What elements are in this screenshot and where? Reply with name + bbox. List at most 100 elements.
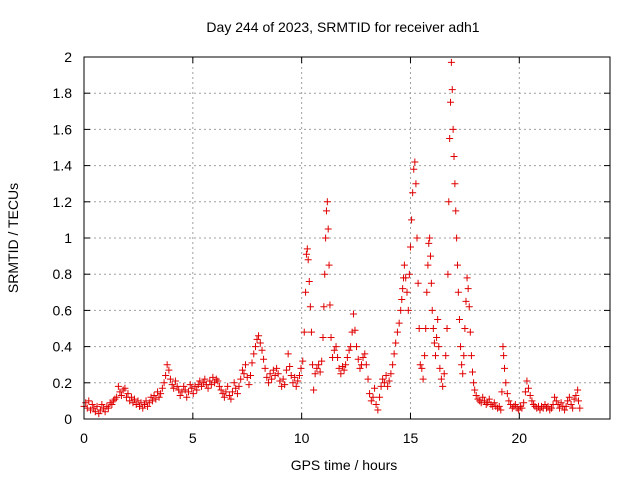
data-point: [470, 379, 478, 387]
data-point: [533, 404, 541, 412]
data-point: [564, 397, 572, 405]
data-point: [207, 381, 215, 389]
data-point: [404, 306, 412, 314]
data-point: [152, 395, 160, 403]
data-point: [390, 350, 398, 358]
data-point: [447, 58, 455, 66]
y-axis-label: SRMTID / TECUs: [5, 183, 21, 293]
data-point: [95, 410, 103, 418]
data-point: [130, 395, 138, 403]
data-point: [395, 319, 403, 327]
data-point: [451, 180, 459, 188]
data-point: [541, 401, 549, 409]
data-point: [434, 315, 442, 323]
data-point: [424, 261, 432, 269]
data-point: [572, 391, 580, 399]
data-point: [490, 399, 498, 407]
chart-title: Day 244 of 2023, SRMTID for receiver adh…: [206, 19, 479, 35]
data-point: [230, 379, 238, 387]
data-point: [500, 352, 508, 360]
data-point: [155, 393, 163, 401]
data-point: [526, 391, 534, 399]
data-point: [538, 402, 546, 410]
data-point: [562, 402, 570, 410]
data-point: [139, 404, 147, 412]
x-tick-label: 0: [80, 430, 88, 446]
data-point: [422, 325, 430, 332]
data-point: [433, 334, 441, 342]
data-point: [211, 379, 219, 387]
data-point: [286, 363, 294, 371]
data-point: [413, 234, 421, 242]
data-point: [313, 364, 321, 372]
data-point: [364, 375, 372, 383]
data-point: [351, 326, 359, 334]
data-point: [453, 234, 461, 242]
data-point: [265, 379, 273, 387]
data-point: [436, 364, 444, 372]
data-point: [469, 368, 477, 376]
data-point: [199, 379, 207, 387]
data-point: [186, 381, 194, 389]
data-point: [93, 402, 101, 410]
y-tick-label: 0: [64, 411, 72, 427]
data-point: [136, 402, 144, 410]
data-point: [209, 373, 217, 381]
data-point: [325, 261, 333, 269]
data-point: [90, 404, 98, 412]
data-point: [299, 357, 307, 365]
data-point: [273, 364, 281, 372]
data-point: [91, 408, 99, 416]
data-point: [255, 332, 263, 340]
data-point: [427, 279, 435, 287]
data-point: [241, 361, 249, 369]
data-point: [232, 384, 240, 392]
data-point: [157, 390, 165, 398]
data-point: [165, 366, 173, 374]
data-point: [369, 393, 377, 401]
data-point: [119, 386, 127, 394]
y-tick-label: 1.2: [53, 194, 73, 210]
data-point: [498, 388, 506, 396]
data-point: [191, 382, 199, 390]
data-point: [183, 393, 191, 401]
data-point: [217, 386, 225, 394]
data-point: [113, 393, 121, 401]
data-point: [306, 303, 314, 311]
data-point: [291, 373, 299, 381]
data-point: [494, 404, 502, 412]
data-point: [546, 406, 554, 414]
x-tick-label: 10: [294, 430, 310, 446]
data-point: [201, 375, 209, 383]
data-point: [432, 352, 440, 360]
data-point: [171, 377, 179, 385]
data-point: [367, 397, 375, 405]
data-point: [453, 261, 461, 269]
data-point: [149, 397, 157, 405]
data-point: [485, 395, 493, 403]
data-point: [421, 352, 429, 360]
data-point: [240, 370, 248, 378]
data-point: [511, 401, 519, 409]
data-point: [278, 382, 286, 390]
data-point: [323, 198, 331, 206]
data-point: [300, 328, 308, 336]
y-tick-label: 1.4: [53, 158, 73, 174]
data-point: [106, 399, 114, 407]
data-point: [454, 288, 462, 296]
data-point: [320, 303, 328, 311]
data-point: [124, 390, 132, 398]
data-point: [181, 386, 189, 394]
y-tick-label: 0.4: [53, 339, 73, 355]
data-point: [224, 382, 232, 390]
data-point: [445, 198, 453, 206]
data-point: [398, 296, 406, 304]
data-point: [447, 98, 455, 106]
data-point: [349, 310, 357, 318]
data-point: [248, 359, 256, 367]
data-points: [80, 58, 584, 418]
data-point: [354, 355, 362, 363]
data-point: [362, 361, 370, 369]
data-point: [238, 366, 246, 374]
data-point: [418, 364, 426, 372]
